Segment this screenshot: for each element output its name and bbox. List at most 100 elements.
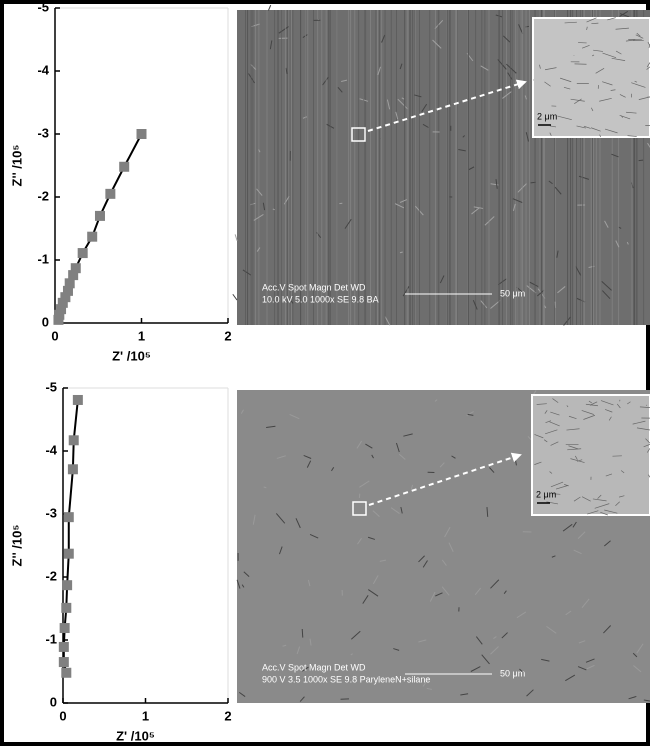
- inset-texture: [592, 498, 607, 502]
- texture: [467, 413, 474, 416]
- texture: [633, 665, 642, 673]
- texture: [278, 546, 283, 555]
- inset-texture: [591, 54, 595, 57]
- texture: [306, 460, 312, 468]
- texture: [470, 666, 481, 672]
- texture: [289, 298, 294, 304]
- texture: [575, 265, 582, 276]
- texture: [232, 293, 238, 301]
- texture: [439, 275, 445, 284]
- data-point: [64, 278, 75, 289]
- inset-texture: [549, 132, 552, 136]
- texture: [234, 234, 238, 241]
- texture: [276, 455, 286, 459]
- texture: [403, 433, 413, 437]
- y-tick-label: -4: [45, 442, 57, 457]
- texture: [490, 183, 500, 186]
- inset-scale: 2 μm: [536, 489, 556, 499]
- texture: [460, 693, 469, 696]
- inset-texture: [570, 458, 585, 463]
- texture: [429, 591, 436, 602]
- inset-texture: [566, 405, 569, 408]
- inset-texture: [546, 501, 559, 505]
- texture: [337, 86, 343, 93]
- inset-texture: [639, 406, 650, 409]
- data-point: [63, 512, 74, 523]
- inset-texture: [605, 473, 613, 477]
- sem-scale: 50 μm: [500, 288, 525, 298]
- texture: [484, 216, 495, 226]
- inset-texture: [638, 96, 650, 100]
- sem-scale: 50 μm: [500, 668, 525, 678]
- inset-texture: [618, 495, 625, 498]
- texture: [472, 299, 478, 310]
- data-point: [105, 188, 116, 199]
- inset-texture: [583, 414, 596, 420]
- texture: [394, 203, 405, 209]
- sem-image: 2 μm Acc.V Spot Magn Det WD 10.0 kV 5.0 10…: [232, 4, 650, 326]
- y-tick-label: 0: [42, 314, 49, 329]
- texture: [601, 280, 612, 291]
- inset-texture: [576, 459, 583, 462]
- data-point: [63, 548, 74, 559]
- inset-texture: [608, 416, 612, 421]
- texture: [643, 699, 650, 702]
- texture: [384, 316, 391, 326]
- texture: [267, 4, 272, 11]
- texture: [458, 149, 466, 152]
- texture: [524, 95, 527, 100]
- data-point: [54, 309, 65, 320]
- texture: [577, 531, 586, 540]
- inset-texture: [586, 26, 588, 30]
- texture: [418, 555, 425, 563]
- inset-texture: [550, 411, 560, 416]
- texture: [448, 542, 454, 552]
- inset-texture: [610, 89, 616, 91]
- texture: [512, 203, 516, 212]
- texture: [399, 63, 403, 70]
- texture: [480, 65, 489, 71]
- texture: [422, 560, 428, 568]
- inset-texture: [645, 438, 650, 444]
- texture: [400, 506, 403, 514]
- texture: [503, 590, 507, 595]
- texture: [372, 510, 380, 517]
- texture: [256, 188, 263, 196]
- inset-texture: [634, 80, 638, 83]
- inset-texture: [593, 49, 603, 52]
- texture: [526, 285, 537, 294]
- texture: [426, 687, 432, 690]
- inset-texture: [544, 81, 551, 87]
- texture: [474, 587, 482, 596]
- inset-texture: [588, 400, 593, 404]
- data-point: [77, 248, 88, 259]
- texture: [269, 40, 273, 50]
- texture: [546, 625, 557, 634]
- texture: [493, 636, 497, 639]
- texture: [309, 638, 312, 646]
- texture: [473, 206, 484, 209]
- texture: [562, 523, 573, 532]
- texture: [301, 628, 304, 638]
- texture: [526, 689, 534, 697]
- texture: [398, 453, 406, 460]
- inset-texture: [549, 421, 560, 427]
- texture: [441, 559, 447, 566]
- texture: [604, 540, 611, 547]
- inset-texture: [602, 81, 613, 86]
- inset-texture: [563, 86, 571, 90]
- texture: [626, 241, 629, 245]
- texture: [301, 666, 309, 672]
- inset-texture: [594, 503, 610, 509]
- inset-texture: [534, 461, 542, 465]
- inset-texture: [564, 21, 577, 24]
- texture: [351, 630, 361, 640]
- texture: [302, 116, 308, 119]
- texture: [548, 180, 553, 185]
- inset: [531, 394, 650, 516]
- inset-texture: [544, 67, 557, 71]
- texture: [296, 646, 301, 655]
- region-marker: [352, 501, 367, 516]
- texture: [601, 290, 611, 300]
- texture: [619, 10, 629, 17]
